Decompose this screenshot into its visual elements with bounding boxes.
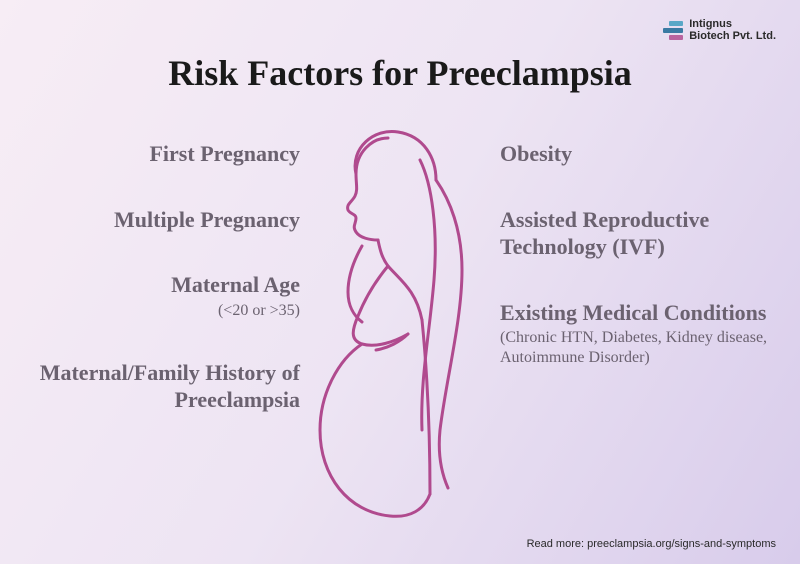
logo-bar: [663, 28, 683, 33]
pregnant-woman-figure: [290, 120, 510, 540]
factor-main: Existing Medical Conditions: [500, 300, 766, 325]
factor-sub: (<20 or >35): [30, 301, 300, 321]
logo-line2: Biotech Pvt. Ltd.: [689, 30, 776, 42]
logo-icon: [663, 21, 683, 40]
factor-main: Maternal Age: [171, 272, 300, 297]
logo-text: Intignus Biotech Pvt. Ltd.: [689, 18, 776, 42]
left-factor-2: Maternal Age (<20 or >35): [30, 271, 300, 321]
page-title: Risk Factors for Preeclampsia: [0, 52, 800, 94]
logo-bar: [669, 21, 683, 26]
factor-main: Obesity: [500, 141, 572, 166]
factor-sub: (Chronic HTN, Diabetes, Kidney disease, …: [500, 328, 770, 368]
right-factor-1: Assisted Reproductive Technology (IVF): [500, 206, 770, 261]
right-factor-0: Obesity: [500, 140, 770, 168]
factor-main: Multiple Pregnancy: [114, 207, 300, 232]
factor-main: First Pregnancy: [149, 141, 300, 166]
logo-line1: Intignus: [689, 18, 776, 30]
left-factor-3: Maternal/Family History of Preeclampsia: [30, 359, 300, 414]
logo-bar: [669, 35, 683, 40]
company-logo: Intignus Biotech Pvt. Ltd.: [663, 18, 776, 42]
left-factors-column: First Pregnancy Multiple Pregnancy Materna…: [30, 140, 300, 452]
right-factors-column: Obesity Assisted Reproductive Technology …: [500, 140, 770, 406]
right-factor-2: Existing Medical Conditions (Chronic HTN,…: [500, 299, 770, 369]
factor-main: Assisted Reproductive Technology (IVF): [500, 207, 709, 260]
footer-readmore: Read more: preeclampsia.org/signs-and-sy…: [527, 538, 776, 550]
left-factor-1: Multiple Pregnancy: [30, 206, 300, 234]
left-factor-0: First Pregnancy: [30, 140, 300, 168]
factor-main: Maternal/Family History of Preeclampsia: [40, 360, 300, 413]
